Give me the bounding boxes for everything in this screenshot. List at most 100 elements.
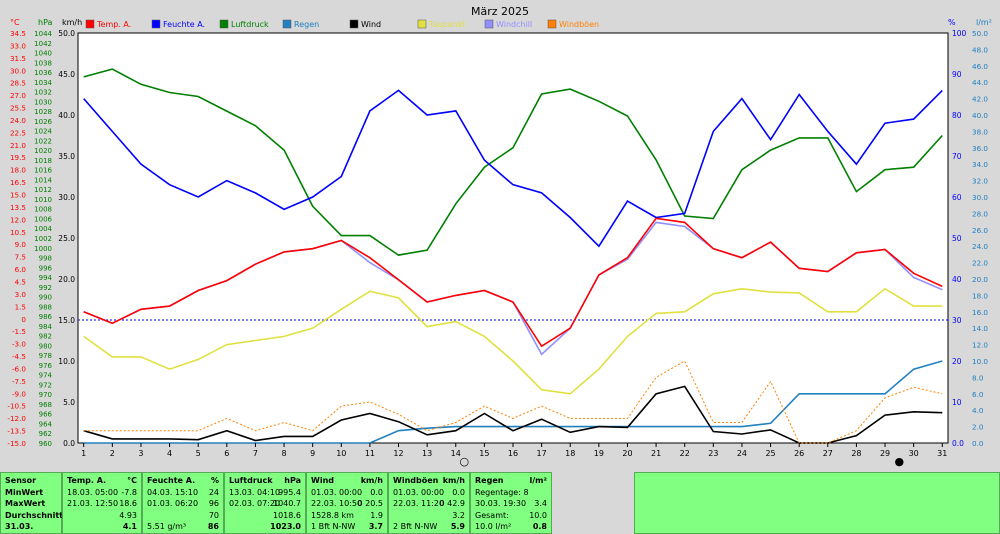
tick-rain-lm2-15: 20.0 <box>972 275 988 284</box>
axis-label-wind-kmh: km/h <box>62 18 82 27</box>
x-tick-label-13: 13 <box>422 449 432 458</box>
stats-column-3: Feuchte A.% 04.03. 15:10 24 01.03. 06:20 96 7… <box>142 472 224 534</box>
tick-pressure-hpa-23: 998 <box>39 255 52 263</box>
tick-temp-c-4: 28.5 <box>10 79 26 88</box>
stats-row: 22.03. 11:20 0 42.9 <box>393 499 465 509</box>
tick-pressure-hpa-37: 970 <box>39 391 52 399</box>
x-tick-label-4: 4 <box>167 449 172 458</box>
tick-humidity-pct-5: 50 <box>952 234 962 243</box>
tick-rain-lm2-22: 6.0 <box>972 390 984 399</box>
x-tick-label-31: 31 <box>937 449 947 458</box>
series-line-temp-a <box>83 217 943 348</box>
legend-swatch-wind <box>349 19 359 29</box>
tick-humidity-pct-2: 80 <box>952 111 962 120</box>
stats-row: MaxWert <box>5 499 57 509</box>
stats-value: 1.9 <box>370 510 383 520</box>
stats-column-4: Luftdruck hPa 13.03. 04:10 995.4 02.03. 07:2… <box>224 472 306 534</box>
tick-pressure-hpa-38: 968 <box>39 401 52 409</box>
tick-pressure-hpa-41: 962 <box>39 430 52 438</box>
tick-pressure-hpa-0: 1044 <box>34 30 52 38</box>
tick-rain-lm2-23: 4.0 <box>972 406 984 415</box>
series-line-luftdruck <box>83 68 943 256</box>
tick-pressure-hpa-24: 996 <box>39 264 53 272</box>
tick-temp-c-11: 18.0 <box>10 166 26 175</box>
stats-value: 5.9 <box>450 522 465 532</box>
x-tick-label-28: 28 <box>851 449 861 458</box>
legend-swatch-windb-en <box>547 19 557 29</box>
stats-row: 04.03. 15:10 24 <box>147 488 219 498</box>
tick-wind-kmh-8: 10.0 <box>58 357 75 366</box>
tick-pressure-hpa-21: 1002 <box>34 235 52 243</box>
x-tick-label-25: 25 <box>765 449 775 458</box>
stats-label: 01.03. 00:00 <box>311 487 363 497</box>
tick-wind-kmh-5: 25.0 <box>58 234 75 243</box>
x-tick-label-10: 10 <box>336 449 346 458</box>
tick-pressure-hpa-16: 1012 <box>34 186 52 194</box>
x-tick-label-5: 5 <box>196 449 201 458</box>
tick-pressure-hpa-10: 1024 <box>34 128 52 136</box>
stats-label: 22.03. 10:50 <box>311 499 363 509</box>
tick-pressure-hpa-18: 1008 <box>34 206 52 214</box>
stats-value: 86 <box>207 522 219 532</box>
stats-row: 01.03. 00:00 0.0 <box>393 488 465 498</box>
stats-value: 18.6 <box>119 499 137 509</box>
tick-wind-kmh-4: 30.0 <box>58 193 75 202</box>
tick-pressure-hpa-20: 1004 <box>34 225 52 233</box>
tick-rain-lm2-25: 0.0 <box>972 439 984 448</box>
series-line-taupunkt <box>83 287 943 395</box>
tick-temp-c-23: 0 <box>21 315 26 324</box>
tick-rain-lm2-18: 14.0 <box>972 324 988 333</box>
stats-label: Regen <box>475 476 504 485</box>
stats-row: 01.03. 00:00 0.0 <box>311 488 383 498</box>
tick-humidity-pct-8: 20 <box>952 357 962 366</box>
tick-pressure-hpa-1: 1042 <box>34 40 52 48</box>
tick-wind-kmh-0: 50.0 <box>58 29 75 38</box>
tick-pressure-hpa-2: 1040 <box>34 50 52 58</box>
stats-row: Gesamt: 10.0 <box>475 511 547 521</box>
tick-wind-kmh-2: 40.0 <box>58 111 75 120</box>
tick-rain-lm2-3: 44.0 <box>972 78 988 87</box>
tick-temp-c-5: 27.0 <box>10 91 26 100</box>
tick-pressure-hpa-15: 1014 <box>34 176 52 184</box>
legend-label-luftdruck: Luftdruck <box>231 20 269 29</box>
stats-row: 01.03. 06:20 96 <box>147 499 219 509</box>
stats-value: 1040.7 <box>273 499 301 509</box>
stats-row: 4.1 <box>67 522 137 532</box>
tick-pressure-hpa-27: 990 <box>39 294 52 302</box>
stats-label: Durchschnitt <box>5 510 64 520</box>
x-tick-label-20: 20 <box>622 449 632 458</box>
tick-rain-lm2-1: 48.0 <box>972 45 988 54</box>
legend-label-windchill: Windchill <box>496 20 532 29</box>
tick-temp-c-13: 15.0 <box>10 191 26 200</box>
legend-swatch-temp-a <box>85 19 95 29</box>
tick-temp-c-9: 21.0 <box>10 141 26 150</box>
stats-column-6: Windböen km/h 01.03. 00:00 0.0 22.03. 11:20 0… <box>388 472 470 534</box>
axis-label-humidity-pct: % <box>948 18 956 27</box>
tick-temp-c-3: 30.0 <box>10 66 26 75</box>
x-tick-label-9: 9 <box>310 449 315 458</box>
stats-row: 2 Bft N-NW 5.9 <box>393 522 465 532</box>
tick-pressure-hpa-11: 1022 <box>34 137 52 145</box>
stats-label: 1528.8 km <box>311 510 354 520</box>
stats-row: 70 <box>147 511 219 521</box>
stats-header: Windböen km/h <box>393 476 465 486</box>
stats-label: Sensor <box>5 476 37 485</box>
tick-temp-c-18: 7.5 <box>15 253 26 262</box>
x-tick-label-22: 22 <box>680 449 690 458</box>
tick-temp-c-2: 31.5 <box>10 54 26 63</box>
stats-label: 02.03. 07:20 <box>229 499 281 509</box>
tick-temp-c-16: 10.5 <box>10 228 26 237</box>
tick-pressure-hpa-25: 994 <box>39 274 53 282</box>
tick-rain-lm2-4: 42.0 <box>972 95 988 104</box>
legend-label-regen: Regen <box>294 20 319 29</box>
stats-label: Windböen <box>393 476 439 485</box>
tick-temp-c-30: -10.5 <box>7 402 26 411</box>
stats-value: km/h <box>360 476 383 485</box>
stats-column-2: Temp. A. °C 18.03. 05:00 -7.8 21.03. 12:50 18… <box>62 472 142 534</box>
tick-temp-c-25: -3.0 <box>12 340 26 349</box>
tick-temp-c-1: 33.0 <box>10 41 26 50</box>
stats-label: 21.03. 12:50 <box>67 499 119 509</box>
tick-pressure-hpa-7: 1030 <box>34 98 52 106</box>
plot-area <box>77 32 949 444</box>
moon-phase-marker-1: ○ <box>460 455 470 468</box>
